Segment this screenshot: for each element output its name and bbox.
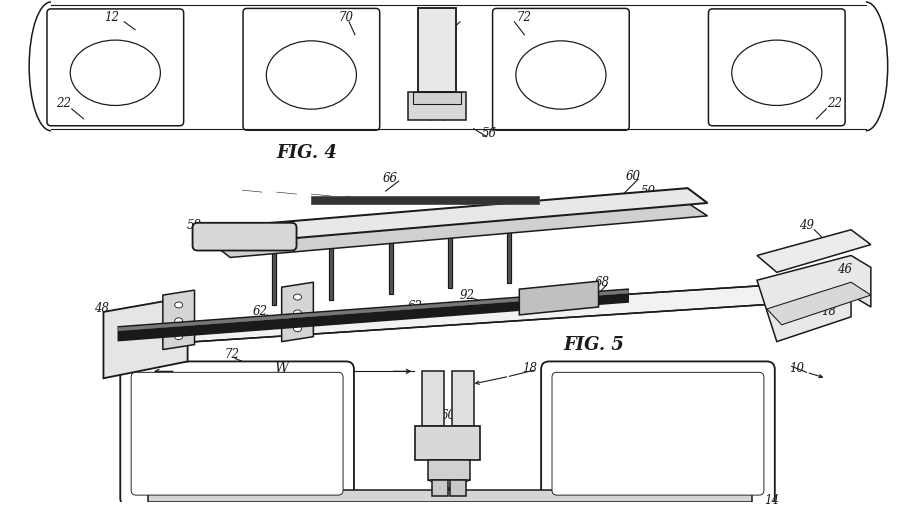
Ellipse shape bbox=[293, 294, 301, 300]
Bar bbox=[422, 371, 444, 426]
Text: FIG. 4: FIG. 4 bbox=[276, 144, 336, 162]
Ellipse shape bbox=[516, 41, 606, 109]
Bar bbox=[428, 460, 470, 480]
Bar bbox=[413, 92, 461, 104]
Polygon shape bbox=[757, 256, 870, 342]
Polygon shape bbox=[163, 290, 195, 349]
Polygon shape bbox=[767, 282, 870, 325]
Text: 10: 10 bbox=[789, 362, 804, 375]
Ellipse shape bbox=[293, 326, 301, 332]
Text: 22: 22 bbox=[56, 97, 71, 111]
Text: 72: 72 bbox=[225, 348, 240, 361]
Text: 14: 14 bbox=[764, 493, 779, 506]
Polygon shape bbox=[212, 188, 707, 243]
Text: 48: 48 bbox=[94, 303, 109, 315]
Bar bbox=[311, 196, 539, 204]
Bar bbox=[508, 232, 511, 283]
Bar bbox=[450, 480, 465, 496]
Bar bbox=[452, 371, 474, 426]
FancyBboxPatch shape bbox=[552, 372, 764, 495]
Text: 49: 49 bbox=[799, 219, 814, 232]
Bar bbox=[329, 243, 333, 300]
Polygon shape bbox=[118, 289, 629, 341]
Text: 62: 62 bbox=[215, 408, 230, 420]
FancyBboxPatch shape bbox=[131, 372, 343, 495]
Text: 60: 60 bbox=[626, 170, 640, 183]
Text: 70: 70 bbox=[338, 11, 354, 24]
Polygon shape bbox=[118, 290, 629, 331]
Text: 56: 56 bbox=[482, 127, 497, 140]
Text: 18: 18 bbox=[821, 305, 836, 318]
FancyBboxPatch shape bbox=[47, 9, 184, 126]
Polygon shape bbox=[104, 297, 188, 378]
Polygon shape bbox=[281, 282, 313, 342]
FancyBboxPatch shape bbox=[708, 9, 845, 126]
Ellipse shape bbox=[70, 40, 161, 105]
Bar bbox=[415, 426, 480, 460]
Polygon shape bbox=[118, 282, 851, 345]
FancyBboxPatch shape bbox=[192, 223, 297, 250]
Text: 58: 58 bbox=[433, 11, 447, 24]
Text: 92: 92 bbox=[459, 288, 474, 302]
Text: 22: 22 bbox=[827, 97, 842, 111]
Bar bbox=[389, 239, 392, 294]
Bar bbox=[272, 245, 276, 305]
Polygon shape bbox=[757, 230, 870, 272]
Bar bbox=[432, 480, 448, 496]
Text: 12: 12 bbox=[104, 11, 119, 24]
Text: 58: 58 bbox=[187, 219, 202, 232]
Text: FIG. 5: FIG. 5 bbox=[563, 336, 624, 353]
Ellipse shape bbox=[266, 41, 356, 109]
Text: 50: 50 bbox=[640, 185, 656, 198]
FancyBboxPatch shape bbox=[243, 9, 380, 130]
FancyBboxPatch shape bbox=[120, 361, 354, 506]
Text: W: W bbox=[274, 361, 289, 375]
Ellipse shape bbox=[175, 302, 182, 308]
Text: 62: 62 bbox=[408, 301, 423, 313]
Ellipse shape bbox=[175, 318, 182, 324]
Text: 62: 62 bbox=[253, 305, 267, 318]
Bar bbox=[148, 490, 752, 502]
FancyBboxPatch shape bbox=[541, 361, 775, 506]
Text: 62: 62 bbox=[650, 408, 666, 420]
Text: 72: 72 bbox=[517, 11, 532, 24]
Text: 46: 46 bbox=[837, 263, 851, 276]
Text: 68: 68 bbox=[595, 276, 610, 288]
Bar bbox=[409, 92, 465, 120]
Bar bbox=[419, 8, 456, 92]
Text: 60: 60 bbox=[440, 409, 456, 422]
Polygon shape bbox=[520, 281, 599, 315]
Text: 66: 66 bbox=[383, 172, 398, 185]
Polygon shape bbox=[212, 203, 707, 258]
Ellipse shape bbox=[293, 310, 301, 316]
Ellipse shape bbox=[175, 334, 182, 340]
Text: 90: 90 bbox=[143, 318, 158, 331]
FancyBboxPatch shape bbox=[492, 9, 630, 130]
Ellipse shape bbox=[732, 40, 822, 105]
Text: 18: 18 bbox=[521, 362, 537, 375]
Bar bbox=[448, 235, 452, 288]
